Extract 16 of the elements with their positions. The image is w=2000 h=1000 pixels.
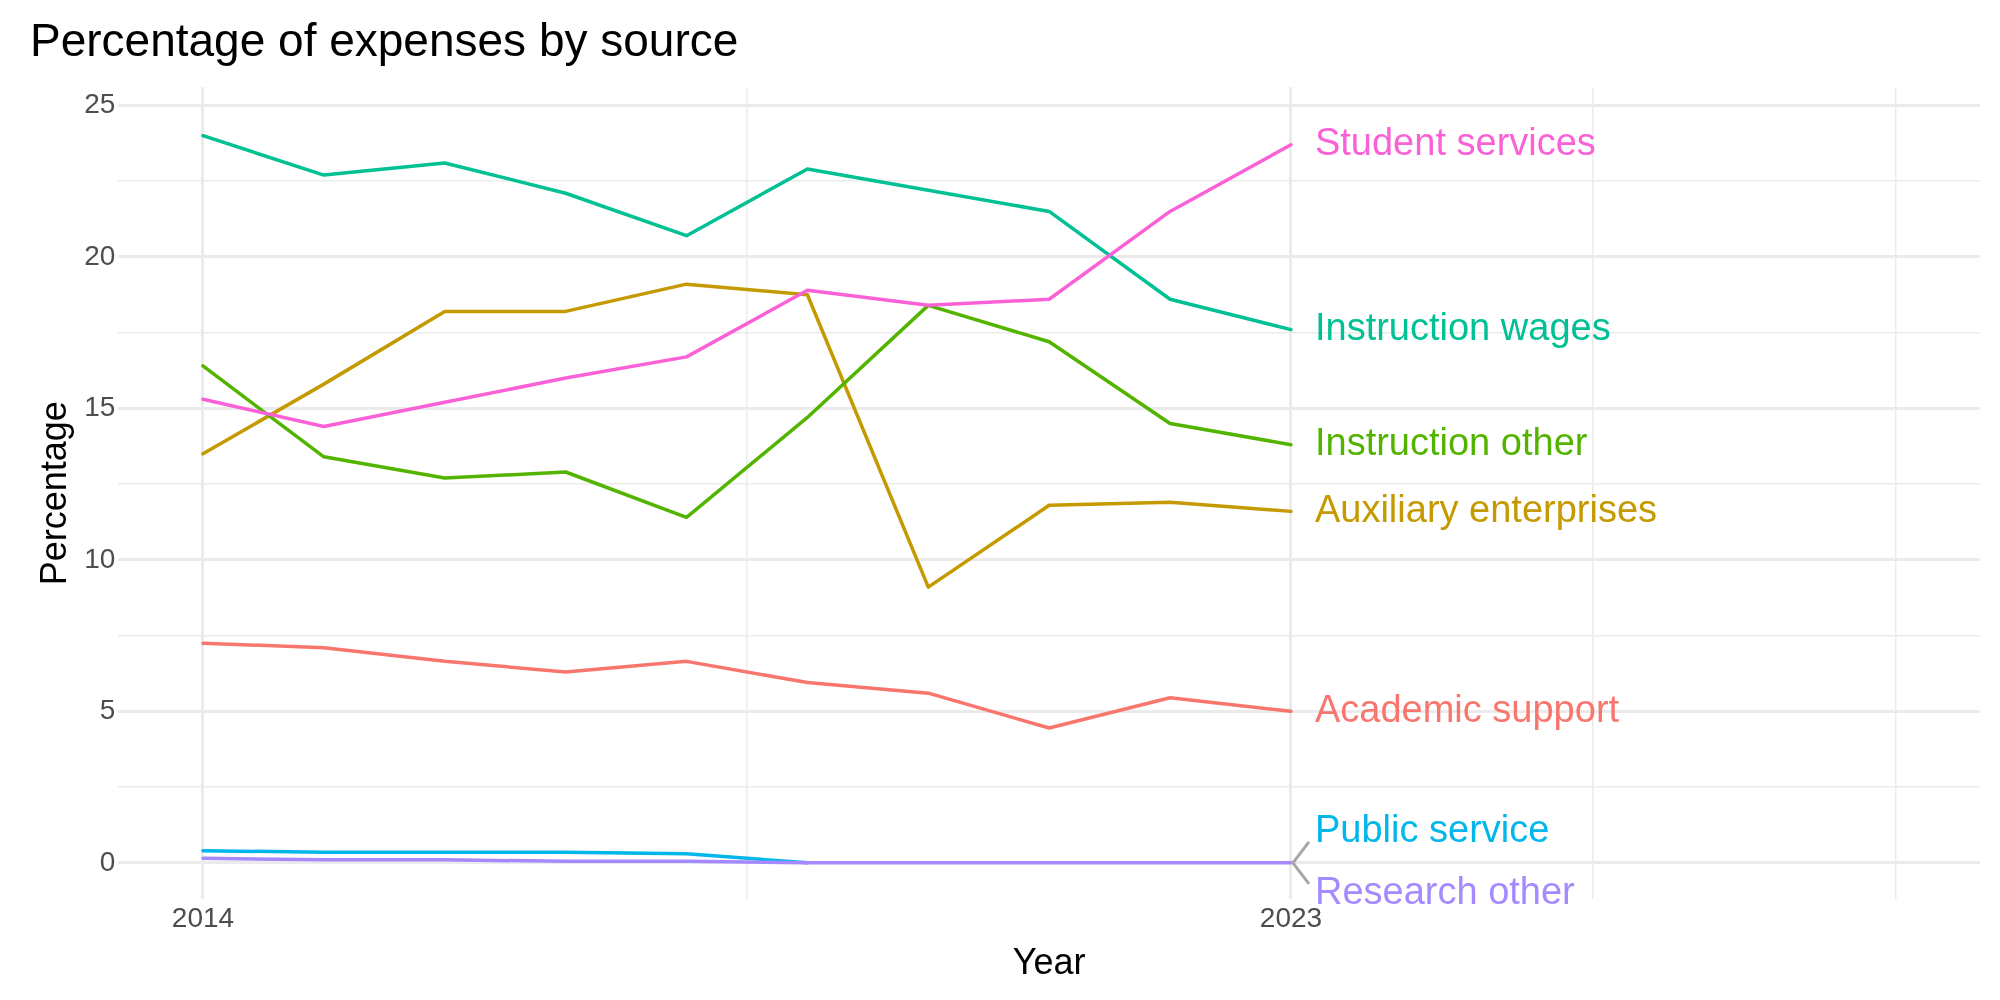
series-label: Auxiliary enterprises	[1314, 487, 1658, 530]
y-tick-label: 10	[84, 542, 116, 574]
y-tick-label: 15	[84, 391, 116, 423]
text: Public service	[1314, 808, 1550, 851]
x-tick-label: 2014	[171, 901, 235, 933]
series-label: Academic support	[1314, 687, 1620, 730]
y-tick-label: 0	[99, 845, 116, 877]
y-tick-label: 25	[84, 88, 116, 120]
series-label: Student services	[1314, 121, 1596, 164]
chart-title: Percentage of expenses by source	[30, 14, 739, 67]
series-label: Instruction other	[1314, 421, 1588, 464]
y-tick-label: 5	[99, 694, 116, 726]
y-axis-title: Percentage	[32, 401, 74, 586]
y-tick-label: 20	[84, 239, 116, 271]
x-axis-title: Year	[1012, 941, 1086, 983]
series-label: Instruction wages	[1314, 306, 1611, 349]
